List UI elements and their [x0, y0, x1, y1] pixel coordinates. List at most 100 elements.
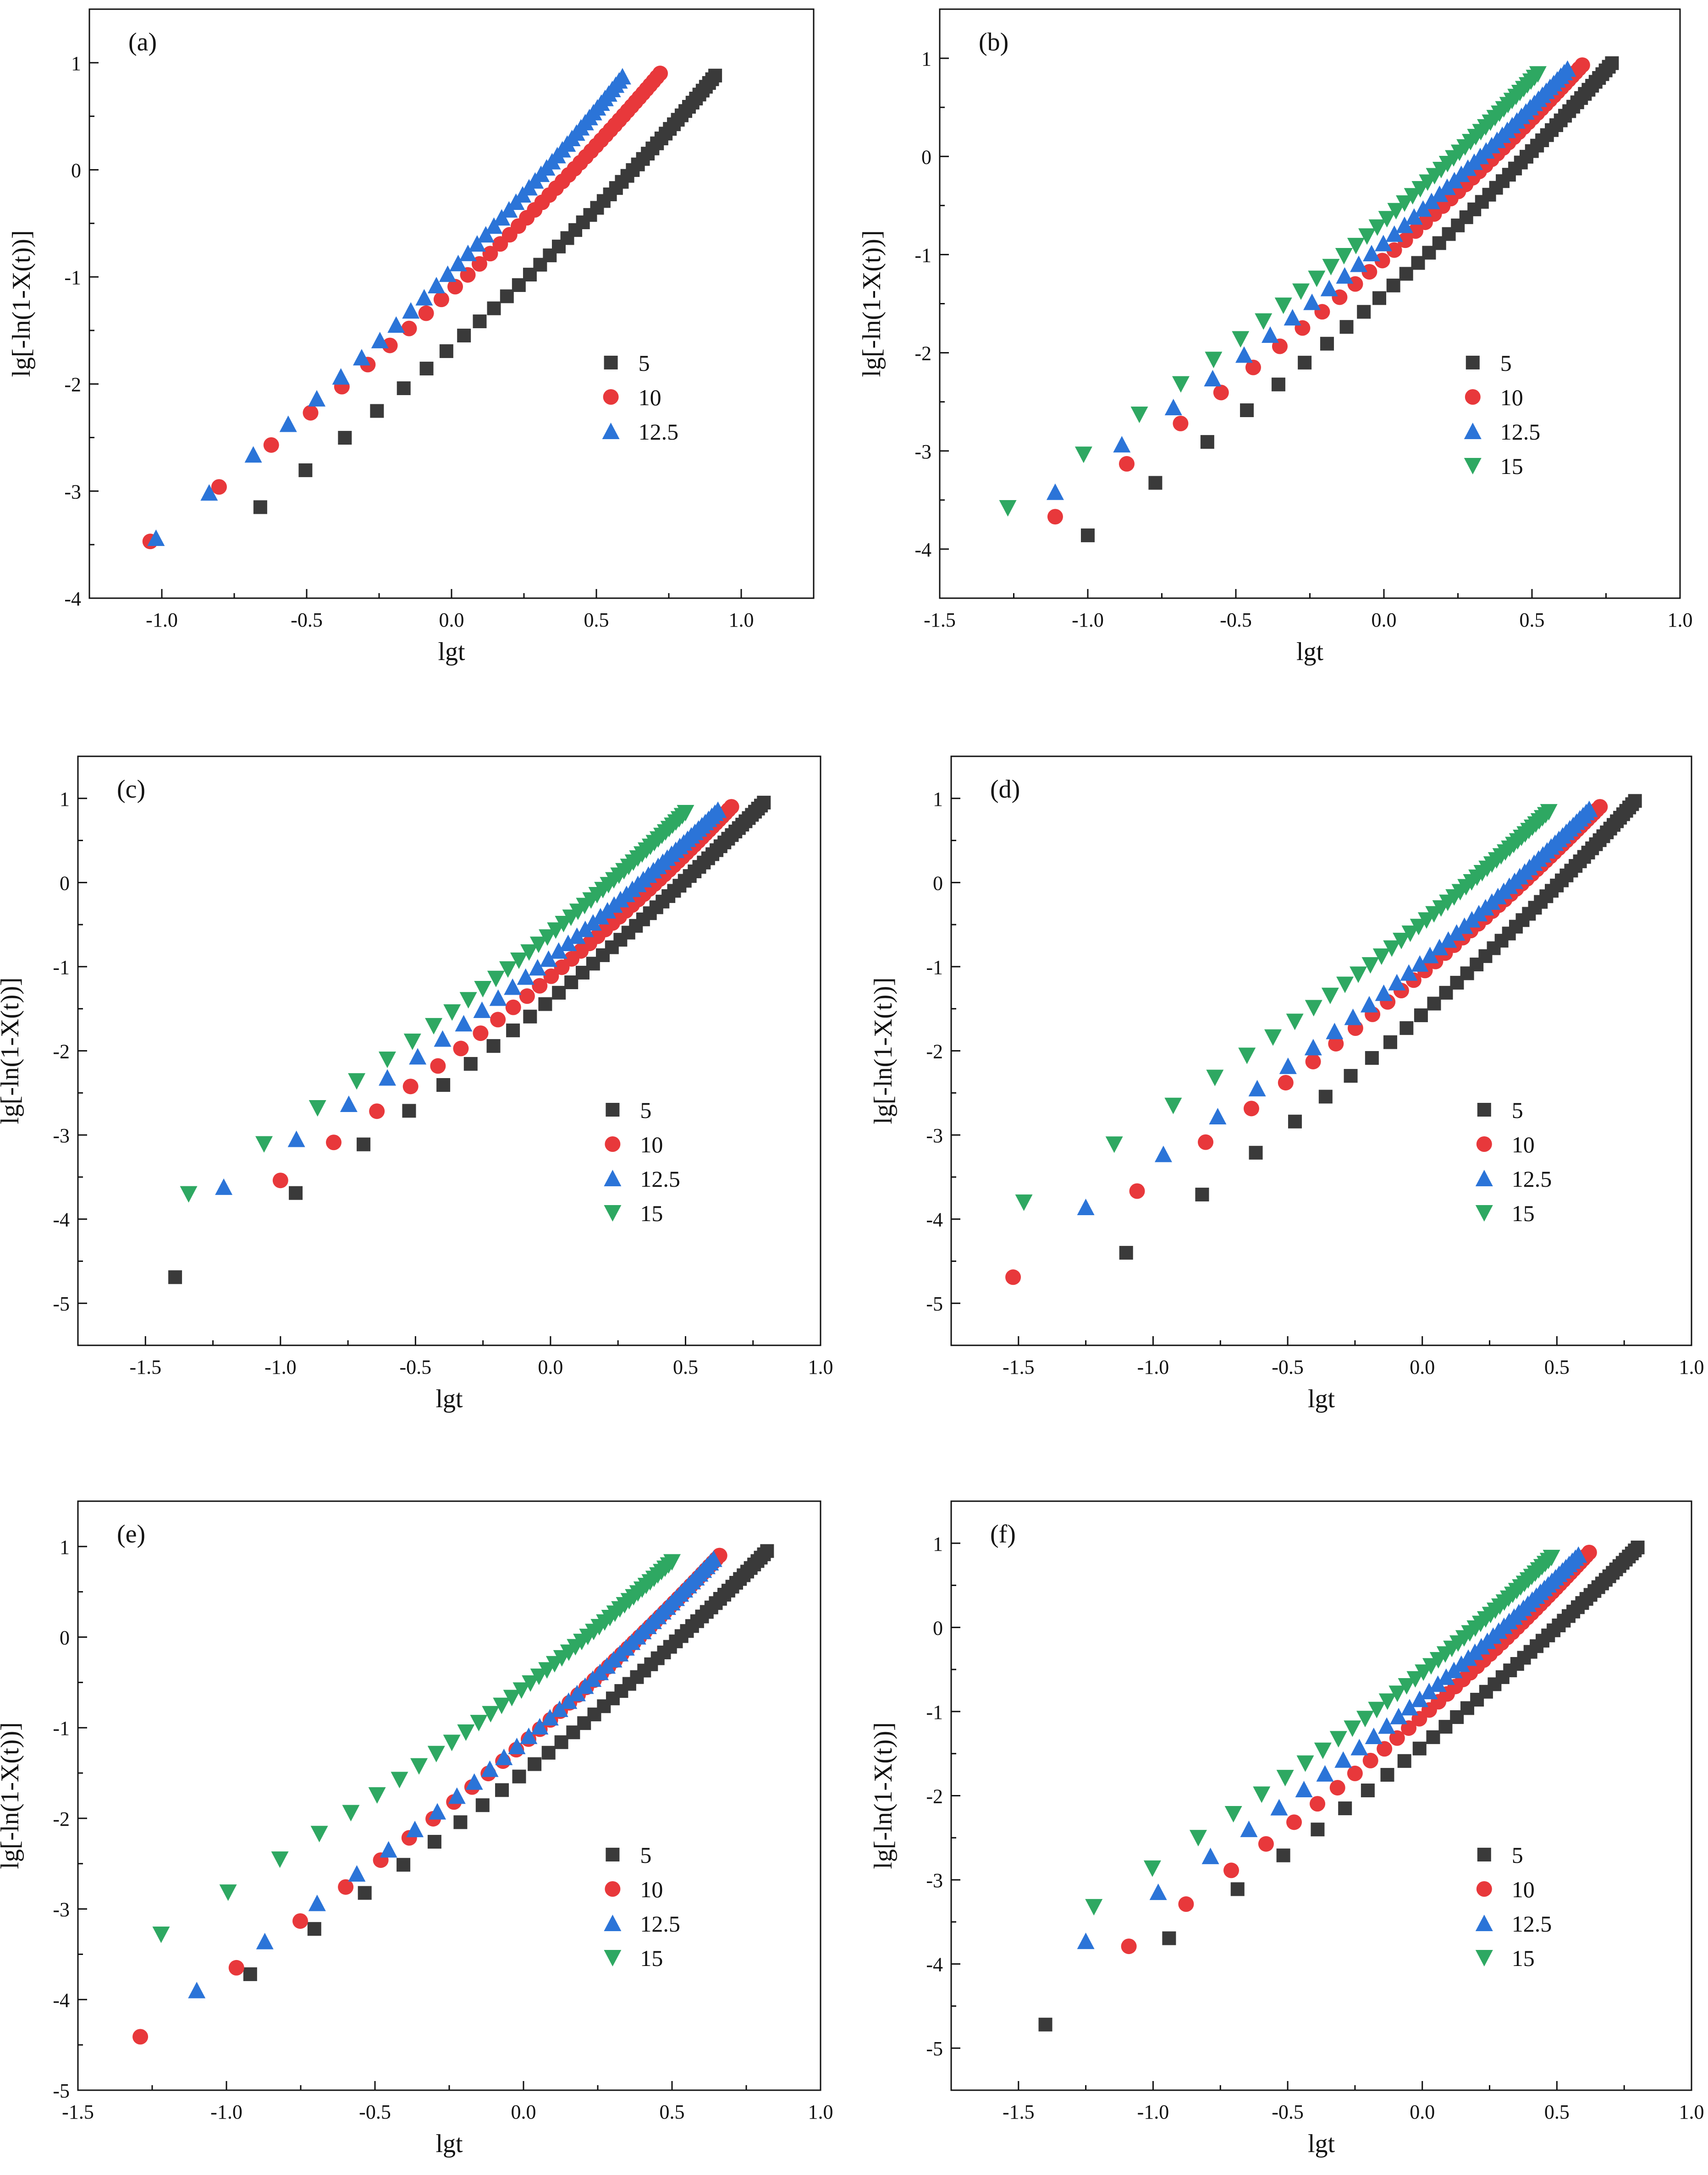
data-point: [1398, 1678, 1416, 1695]
y-axis-label: lg[-ln(1-X(t))]: [869, 977, 898, 1124]
data-point: [402, 302, 420, 319]
y-tick-label: 1: [933, 788, 943, 810]
y-axis-label: lg[-ln(1-X(t))]: [858, 230, 886, 377]
data-point: [1173, 415, 1189, 431]
data-point: [1399, 1021, 1414, 1035]
legend-marker-15: [604, 1950, 622, 1966]
x-tick-label: 0.5: [1544, 2101, 1570, 2123]
data-point: [473, 314, 487, 329]
data-point: [325, 1134, 342, 1151]
data-point: [1368, 219, 1386, 236]
data-point: [1414, 200, 1432, 217]
legend-marker-15: [604, 1205, 622, 1222]
data-point: [1383, 1035, 1397, 1049]
data-point: [1322, 259, 1340, 275]
x-tick-label: -1.0: [1137, 2101, 1169, 2123]
data-point: [1357, 305, 1371, 319]
data-point: [1298, 356, 1312, 370]
data-point: [663, 1554, 681, 1571]
data-point: [459, 992, 477, 1009]
data-point: [253, 500, 267, 514]
data-point: [1129, 1183, 1145, 1199]
data-point: [1338, 1801, 1352, 1816]
y-tick-label: -4: [915, 539, 931, 561]
data-point: [1249, 1145, 1263, 1160]
data-point: [708, 68, 722, 83]
x-tick-label: 0.5: [584, 609, 609, 631]
y-tick-label: 1: [60, 788, 70, 810]
y-tick-label: -4: [926, 1209, 943, 1231]
y-tick-label: -5: [926, 1293, 943, 1315]
data-point: [551, 1700, 568, 1717]
data-point: [1328, 1035, 1344, 1052]
data-point: [1350, 966, 1367, 983]
y-tick-label: 1: [71, 52, 81, 75]
data-point: [380, 1841, 397, 1858]
data-point: [517, 968, 534, 985]
data-point: [357, 1137, 371, 1151]
legend-label: 5: [1500, 350, 1512, 376]
data-point: [378, 1052, 396, 1068]
data-point: [1372, 291, 1387, 305]
data-point: [522, 1675, 540, 1692]
data-point: [1339, 320, 1354, 334]
data-point: [215, 1178, 233, 1195]
data-point: [538, 997, 552, 1011]
data-point: [433, 292, 449, 308]
data-point: [1232, 331, 1250, 348]
data-point: [520, 1727, 538, 1744]
y-tick-label: -5: [926, 2037, 943, 2060]
x-tick-label: -1.0: [1137, 1356, 1169, 1378]
series-15: [1015, 804, 1558, 1211]
data-point: [443, 1734, 461, 1751]
data-point: [760, 1544, 774, 1558]
data-point: [500, 289, 514, 303]
data-point: [1038, 2017, 1052, 2032]
data-point: [409, 1048, 427, 1065]
data-point: [427, 1746, 445, 1762]
series-5: [1081, 56, 1619, 542]
legend-label: 5: [1512, 1097, 1523, 1123]
data-point: [1404, 188, 1421, 205]
data-point: [1344, 1720, 1361, 1737]
legend-marker-10: [603, 389, 619, 405]
data-point: [132, 2029, 149, 2045]
data-point: [1393, 932, 1410, 949]
data-point: [1631, 1540, 1645, 1554]
data-point: [473, 1025, 489, 1041]
x-tick-label: -1.0: [210, 2101, 242, 2123]
data-point: [228, 1960, 244, 1976]
data-point: [1164, 398, 1182, 415]
data-point: [340, 1096, 358, 1112]
series-15: [1085, 1549, 1560, 1916]
data-point: [529, 936, 547, 953]
x-tick-label: -0.5: [359, 2101, 391, 2123]
x-tick-label: -1.5: [1003, 1356, 1035, 1378]
legend-label: 5: [640, 1097, 651, 1123]
data-point: [1292, 283, 1310, 300]
y-tick-label: -2: [926, 1785, 943, 1808]
data-point: [999, 500, 1017, 517]
y-tick-label: -3: [926, 1869, 943, 1892]
data-point: [1276, 1848, 1290, 1862]
y-tick-label: -2: [926, 1041, 943, 1063]
y-axis-label: lg[-ln(1-X(t))]: [7, 230, 36, 377]
data-point: [353, 349, 370, 366]
data-point: [289, 1186, 303, 1200]
data-point: [493, 1697, 511, 1714]
x-tick-label: 0.0: [439, 609, 464, 631]
panel-label: (f): [990, 1520, 1016, 1548]
data-point: [705, 1550, 722, 1567]
data-point: [1204, 369, 1222, 386]
data-point: [1081, 528, 1095, 542]
chart-panel-b: -1.5 -1.0 -0.5 0.0 0.5 1.0 -4 -3 -2 -1 0 1 lgt lg[-ln…: [858, 8, 1693, 666]
data-point: [1248, 1079, 1266, 1096]
data-point: [1628, 794, 1642, 808]
data-point: [1314, 1742, 1332, 1759]
data-point: [510, 953, 528, 969]
y-tick-label: -3: [915, 441, 931, 463]
legend-marker-5: [1466, 356, 1480, 369]
data-point: [1286, 1013, 1304, 1030]
legend-marker-10: [1476, 1136, 1492, 1152]
x-axis-label: lgt: [435, 2130, 463, 2158]
